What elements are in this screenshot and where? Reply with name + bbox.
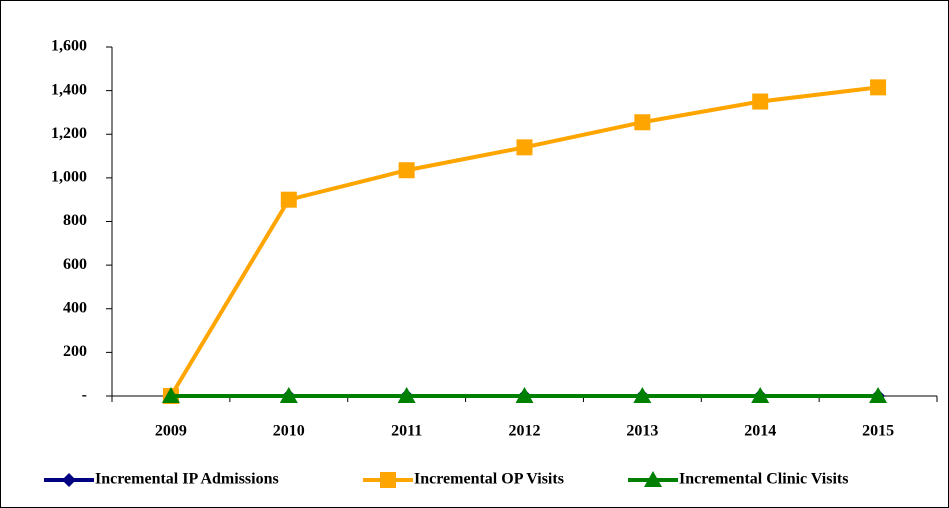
x-tick-label: 2013 <box>626 423 658 440</box>
marker <box>398 162 415 179</box>
x-tick-label: 2014 <box>744 423 776 440</box>
y-tick-label: 800 <box>63 212 87 229</box>
marker <box>869 387 888 403</box>
marker <box>279 387 298 403</box>
x-tick-label: 2011 <box>391 423 422 440</box>
marker <box>516 139 533 156</box>
y-tick-label: - <box>82 387 87 404</box>
y-tick-label: 400 <box>63 299 87 316</box>
x-tick-label: 2012 <box>509 423 541 440</box>
marker <box>752 93 769 110</box>
marker <box>280 191 297 208</box>
y-tick-label: 1,000 <box>51 169 87 186</box>
marker <box>62 473 76 487</box>
legend-label: Incremental Clinic Visits <box>679 471 848 488</box>
y-tick-label: 1,600 <box>51 38 87 55</box>
x-tick-label: 2015 <box>862 423 894 440</box>
marker <box>634 114 651 131</box>
y-tick-label: 1,400 <box>51 81 87 98</box>
marker <box>397 387 416 403</box>
y-tick-label: 200 <box>63 343 87 360</box>
marker <box>644 471 662 487</box>
marker <box>633 387 652 403</box>
marker <box>515 387 534 403</box>
x-tick-label: 2009 <box>155 423 187 440</box>
legend-label: Incremental OP Visits <box>414 471 564 488</box>
marker <box>161 387 180 403</box>
x-tick-label: 2010 <box>273 423 305 440</box>
marker <box>380 472 396 488</box>
y-tick-label: 600 <box>63 256 87 273</box>
legend-label: Incremental IP Admissions <box>95 471 279 488</box>
y-tick-label: 1,200 <box>51 125 87 142</box>
marker <box>870 79 887 96</box>
marker <box>751 387 770 403</box>
